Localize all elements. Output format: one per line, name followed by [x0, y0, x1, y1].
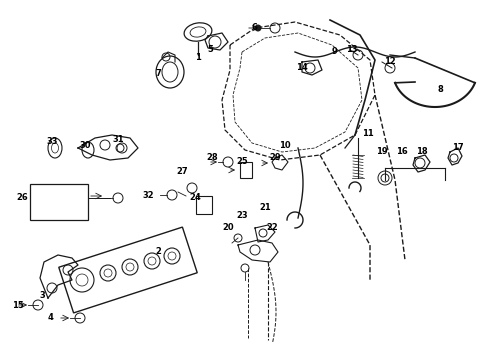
Text: 16: 16 [395, 148, 407, 157]
Text: 21: 21 [259, 203, 270, 212]
Text: 6: 6 [250, 23, 256, 32]
Text: 2: 2 [155, 248, 161, 256]
Bar [240, 162, 251, 178]
Text: 32: 32 [142, 190, 154, 199]
Text: 18: 18 [415, 148, 427, 157]
Text: 25: 25 [236, 158, 247, 166]
Text: 8: 8 [436, 85, 442, 94]
Text: 26: 26 [16, 194, 28, 202]
Text: 10: 10 [279, 140, 290, 149]
Circle shape [254, 25, 261, 31]
Text: 13: 13 [346, 45, 357, 54]
Text: 15: 15 [12, 301, 24, 310]
Text: 1: 1 [195, 54, 201, 63]
Text: 5: 5 [206, 45, 212, 54]
Bar [30, 184, 88, 220]
Text: 12: 12 [384, 58, 395, 67]
Text: 4: 4 [47, 314, 53, 323]
Bar [196, 196, 212, 214]
Text: 22: 22 [265, 224, 277, 233]
Text: 19: 19 [375, 148, 387, 157]
Text: 11: 11 [362, 129, 373, 138]
Text: 20: 20 [222, 224, 233, 233]
Text: 9: 9 [331, 48, 337, 57]
Text: 29: 29 [268, 153, 280, 162]
Text: 33: 33 [46, 138, 58, 147]
Text: 7: 7 [155, 68, 161, 77]
Text: 30: 30 [79, 140, 91, 149]
Text: 24: 24 [189, 194, 201, 202]
Text: 31: 31 [112, 135, 123, 144]
Text: 3: 3 [39, 291, 45, 300]
Text: 23: 23 [236, 211, 247, 220]
Text: 14: 14 [296, 63, 307, 72]
Text: 28: 28 [206, 153, 217, 162]
Text: 27: 27 [176, 167, 187, 176]
Text: 17: 17 [451, 144, 463, 153]
